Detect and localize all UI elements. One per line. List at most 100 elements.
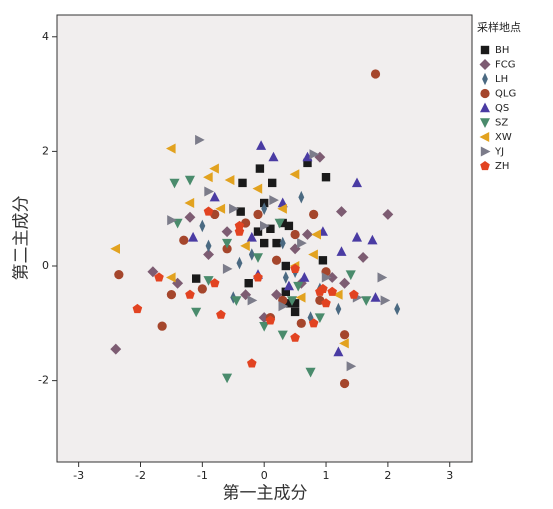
point bbox=[305, 367, 316, 378]
point bbox=[203, 276, 214, 286]
point bbox=[367, 234, 378, 245]
point bbox=[184, 175, 195, 186]
point bbox=[256, 140, 267, 150]
plot-area bbox=[56, 14, 473, 463]
point bbox=[268, 151, 279, 162]
point bbox=[271, 255, 282, 265]
legend-marker bbox=[479, 132, 490, 142]
legend-label: XW bbox=[495, 132, 512, 143]
point bbox=[382, 209, 394, 220]
point bbox=[361, 296, 372, 306]
point bbox=[333, 346, 344, 357]
point bbox=[339, 378, 350, 389]
point bbox=[339, 277, 351, 289]
legend-label: ZH bbox=[495, 161, 509, 172]
point bbox=[308, 318, 319, 328]
point bbox=[252, 183, 263, 194]
legend-label: BH bbox=[495, 45, 509, 56]
point bbox=[339, 338, 349, 349]
point bbox=[346, 361, 357, 372]
point bbox=[265, 315, 276, 325]
point bbox=[299, 272, 310, 282]
point bbox=[289, 169, 300, 180]
point bbox=[209, 163, 219, 174]
point bbox=[209, 278, 220, 288]
x-tick-label: 1 bbox=[323, 469, 330, 482]
point bbox=[370, 69, 381, 79]
point bbox=[314, 313, 325, 323]
legend-marker bbox=[480, 102, 490, 113]
point bbox=[221, 226, 233, 238]
point bbox=[269, 195, 279, 206]
legend-marker bbox=[480, 88, 490, 99]
point bbox=[154, 272, 164, 282]
point bbox=[377, 272, 388, 283]
point bbox=[279, 236, 286, 250]
point bbox=[321, 173, 331, 182]
point bbox=[259, 322, 270, 332]
point bbox=[308, 249, 318, 260]
point bbox=[167, 215, 177, 226]
point bbox=[287, 296, 298, 306]
point bbox=[247, 295, 258, 306]
point bbox=[247, 358, 257, 368]
point bbox=[229, 203, 239, 214]
point bbox=[281, 261, 290, 271]
point bbox=[290, 229, 300, 240]
point bbox=[380, 295, 391, 306]
point bbox=[244, 279, 253, 288]
point bbox=[179, 235, 189, 245]
point bbox=[222, 263, 233, 274]
point bbox=[172, 218, 183, 229]
point bbox=[236, 256, 243, 270]
point bbox=[278, 301, 289, 312]
x-tick-label: -1 bbox=[197, 469, 208, 482]
y-axis-title: 第二主成分 bbox=[12, 196, 32, 281]
x-axis-title: 第一主成分 bbox=[223, 484, 308, 504]
point bbox=[203, 172, 213, 183]
point bbox=[114, 269, 124, 280]
point bbox=[296, 318, 306, 328]
point bbox=[184, 197, 195, 208]
point bbox=[260, 238, 269, 248]
point bbox=[209, 191, 220, 202]
point bbox=[240, 240, 250, 251]
point bbox=[157, 321, 167, 331]
point bbox=[204, 186, 214, 197]
point bbox=[282, 271, 289, 284]
point bbox=[166, 143, 176, 154]
point bbox=[277, 203, 287, 214]
x-tick-label: -3 bbox=[73, 469, 84, 482]
legend-marker bbox=[480, 161, 490, 171]
point bbox=[231, 296, 242, 306]
point bbox=[335, 302, 342, 316]
point bbox=[192, 274, 201, 283]
point bbox=[293, 281, 304, 292]
point bbox=[253, 272, 263, 282]
point bbox=[351, 231, 362, 242]
point bbox=[394, 302, 401, 316]
point bbox=[315, 286, 325, 296]
y-tick-label: 2 bbox=[42, 144, 49, 157]
point bbox=[302, 229, 313, 240]
point bbox=[261, 202, 268, 215]
point bbox=[260, 220, 270, 231]
legend-label: QS bbox=[495, 103, 509, 114]
point bbox=[311, 229, 321, 240]
point bbox=[255, 164, 265, 173]
point bbox=[110, 343, 122, 355]
x-tick-label: -2 bbox=[135, 469, 146, 482]
x-tick-label: 0 bbox=[261, 469, 268, 482]
point bbox=[336, 206, 347, 217]
point bbox=[290, 307, 300, 317]
point bbox=[188, 231, 199, 242]
point bbox=[339, 330, 350, 340]
point bbox=[110, 243, 120, 254]
point bbox=[351, 177, 362, 188]
point bbox=[357, 252, 369, 263]
y-tick-label: -2 bbox=[38, 374, 49, 387]
point bbox=[318, 256, 328, 265]
point bbox=[268, 178, 277, 188]
point bbox=[309, 149, 320, 160]
y-tick-label: 4 bbox=[42, 30, 49, 43]
